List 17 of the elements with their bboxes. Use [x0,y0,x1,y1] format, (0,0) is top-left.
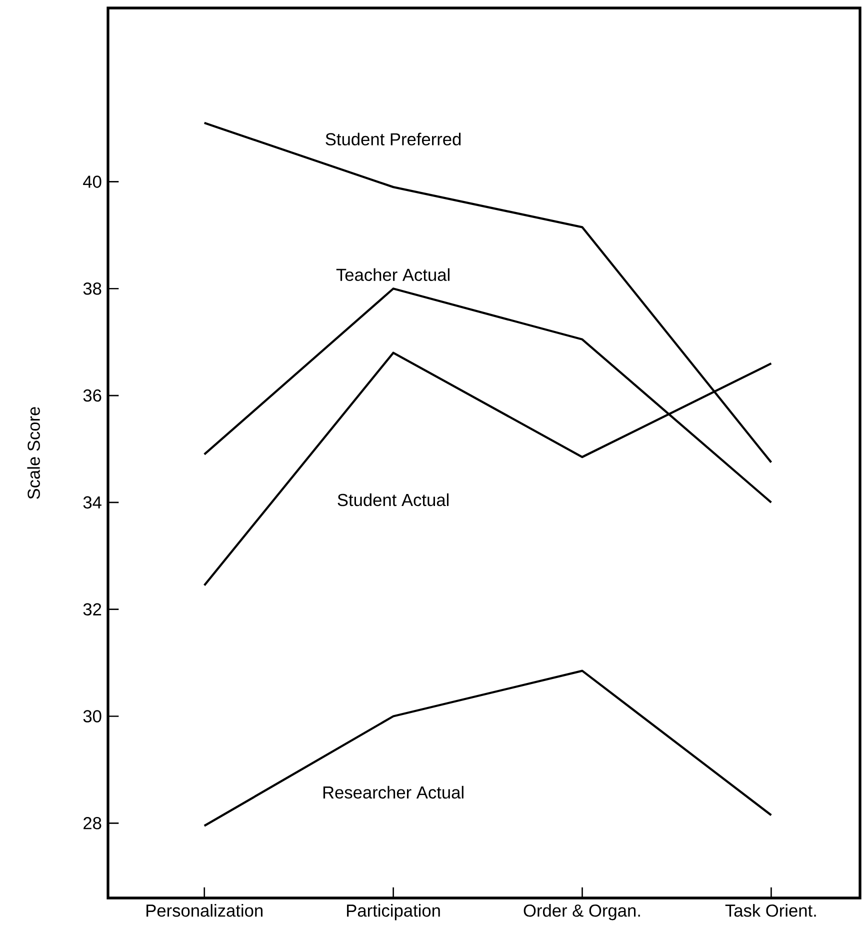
text: Student Actual [338,493,448,506]
y-tick-label: 30 [83,710,102,722]
line-series [203,670,772,827]
x-tick-label: Personalization [146,904,262,917]
y-axis-title: Scale Score [27,407,40,499]
x-tick-label: Participation [347,904,440,920]
series-label: Student Preferred [326,132,461,146]
series-label: Researcher Actual [323,786,464,799]
y-tick-label: 36 [83,389,102,402]
y-tick-label: 34 [83,496,102,509]
x-tick-label: Order & Organ. [524,904,640,920]
series-label: Teacher Actual [336,268,450,281]
x-tick-label: Task Orient. [725,904,816,917]
y-tick-label: 40 [83,176,102,188]
y-tick-label: 32 [83,603,102,616]
y-tick-label: 38 [83,282,102,295]
y-tick-label: 28 [84,817,102,830]
